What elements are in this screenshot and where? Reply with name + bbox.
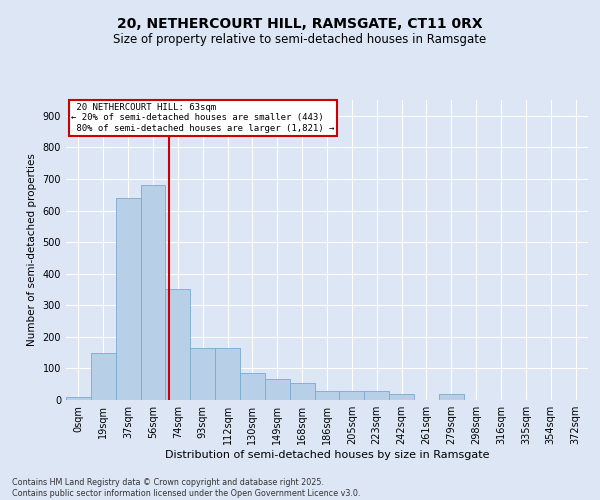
X-axis label: Distribution of semi-detached houses by size in Ramsgate: Distribution of semi-detached houses by … (165, 450, 489, 460)
Bar (265, 380, 290, 400)
Bar (290, 382, 314, 400)
Bar (215, 348, 240, 400)
Text: 20 NETHERCOURT HILL: 63sqm
← 20% of semi-detached houses are smaller (443)
 80% : 20 NETHERCOURT HILL: 63sqm ← 20% of semi… (71, 103, 335, 133)
Bar (140, 186, 166, 400)
Bar (240, 373, 265, 400)
Bar (389, 394, 414, 400)
Y-axis label: Number of semi-detached properties: Number of semi-detached properties (27, 154, 37, 346)
Bar (66, 398, 91, 400)
Text: 20, NETHERCOURT HILL, RAMSGATE, CT11 0RX: 20, NETHERCOURT HILL, RAMSGATE, CT11 0RX (117, 18, 483, 32)
Bar (166, 290, 190, 400)
Bar (340, 391, 364, 400)
Bar (190, 348, 215, 400)
Bar (314, 391, 340, 400)
Bar (91, 352, 116, 400)
Bar (364, 391, 389, 400)
Bar (116, 198, 140, 400)
Bar (439, 394, 464, 400)
Text: Contains HM Land Registry data © Crown copyright and database right 2025.
Contai: Contains HM Land Registry data © Crown c… (12, 478, 361, 498)
Text: Size of property relative to semi-detached houses in Ramsgate: Size of property relative to semi-detach… (113, 32, 487, 46)
